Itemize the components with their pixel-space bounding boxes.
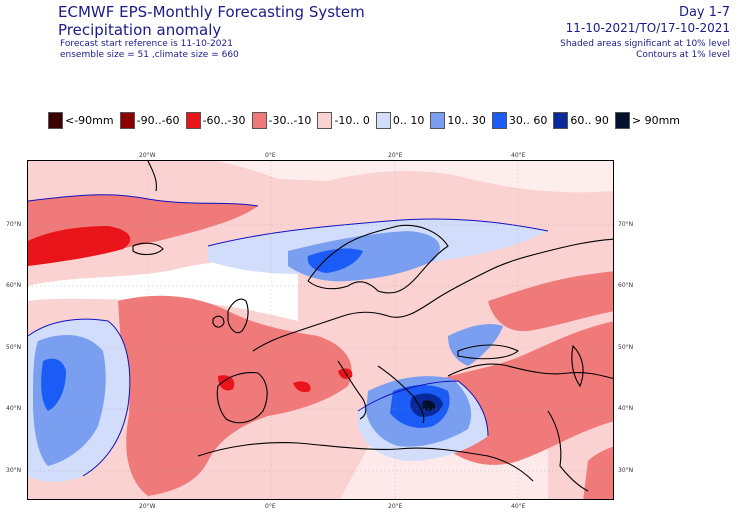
legend-swatch <box>553 111 569 129</box>
legend-swatch <box>430 111 446 129</box>
shaded-note: Shaded areas significant at 10% level <box>560 39 730 49</box>
legend-item: -90..-60 <box>119 111 180 129</box>
legend-swatch <box>48 111 63 129</box>
ensemble-size: ensemble size = 51 ,climate size = 660 <box>60 50 239 60</box>
legend-item: -30..-10 <box>251 111 312 129</box>
lat-label-right: 30°N <box>618 467 634 474</box>
lat-label-left: 30°N <box>6 467 22 474</box>
legend-item: 30.. 60 <box>491 111 548 129</box>
legend-item: -60..-30 <box>185 111 246 129</box>
legend-swatch <box>119 111 135 129</box>
lat-label-right: 40°N <box>618 405 634 412</box>
lon-label-top: 0°E <box>265 152 276 159</box>
legend-item: 0.. 10 <box>375 111 425 129</box>
legend-label: 30.. 60 <box>508 113 548 127</box>
day-range: Day 1-7 <box>678 5 730 20</box>
lon-label-top: 20°E <box>388 152 403 159</box>
lon-label-top: 40°E <box>511 152 526 159</box>
precipitation-anomaly-map <box>27 160 614 500</box>
legend-label: > 90mm <box>631 113 681 127</box>
lon-label-bottom: 20°E <box>388 503 403 510</box>
legend-swatch <box>491 111 507 129</box>
product-title: Precipitation anomaly <box>58 21 222 39</box>
legend-label: 10.. 30 <box>447 113 486 127</box>
legend-item: 10.. 30 <box>430 111 486 129</box>
lon-label-top: 20°W <box>139 152 156 159</box>
legend-label: -90..-60 <box>136 113 180 127</box>
legend-item: 60.. 90 <box>553 111 609 129</box>
lon-label-bottom: 0°E <box>265 503 276 510</box>
legend-swatch <box>251 111 267 129</box>
legend-item: -10.. 0 <box>317 111 370 129</box>
strong-dry-anomaly-north <box>28 226 131 266</box>
lat-label-left: 60°N <box>6 282 22 289</box>
contour-note: Contours at 1% level <box>636 50 730 60</box>
legend-swatch <box>185 111 201 129</box>
legend-label: 0.. 10 <box>392 113 425 127</box>
legend-swatch <box>317 111 333 129</box>
legend-label: 60.. 90 <box>570 113 609 127</box>
lon-label-bottom: 20°W <box>139 503 156 510</box>
legend-item: <-90mm <box>48 111 114 129</box>
legend-label: <-90mm <box>65 113 114 127</box>
system-title: ECMWF EPS-Monthly Forecasting System <box>58 3 365 21</box>
start-reference: Forecast start reference is 11-10-2021 <box>60 39 233 49</box>
lat-label-right: 50°N <box>618 344 634 351</box>
lon-label-bottom: 40°E <box>511 503 526 510</box>
lat-label-right: 60°N <box>618 282 634 289</box>
legend-label: -30..-10 <box>268 113 312 127</box>
coastlines <box>132 161 613 492</box>
graticule <box>28 161 613 499</box>
lat-label-left: 40°N <box>6 405 22 412</box>
date-range: 11-10-2021/TO/17-10-2021 <box>565 21 730 35</box>
dry-anomaly-western-europe <box>118 295 352 496</box>
lat-label-right: 70°N <box>618 221 634 228</box>
legend-swatch <box>375 111 391 129</box>
lat-label-left: 70°N <box>6 221 22 228</box>
legend-swatch <box>614 111 630 129</box>
color-legend: <-90mm -90..-60 -60..-30 -30..-10 -10.. 0 0..… <box>48 110 686 130</box>
lat-label-left: 50°N <box>6 344 22 351</box>
legend-label: -60..-30 <box>202 113 246 127</box>
legend-label: -10.. 0 <box>334 113 370 127</box>
legend-item: > 90mm <box>614 111 681 129</box>
